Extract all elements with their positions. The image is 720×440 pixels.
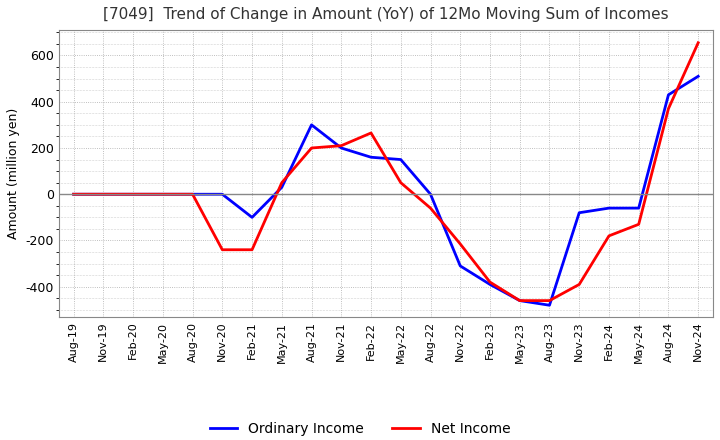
Ordinary Income	[605, 205, 613, 211]
Net Income	[277, 180, 286, 185]
Net Income	[337, 143, 346, 148]
Ordinary Income	[516, 298, 524, 303]
Net Income	[575, 282, 583, 287]
Net Income	[218, 247, 227, 253]
Ordinary Income	[664, 92, 672, 97]
Net Income	[307, 145, 316, 150]
Ordinary Income	[634, 205, 643, 211]
Y-axis label: Amount (million yen): Amount (million yen)	[7, 108, 20, 239]
Net Income	[366, 130, 375, 136]
Net Income	[694, 40, 703, 45]
Ordinary Income	[456, 263, 464, 268]
Ordinary Income	[248, 215, 256, 220]
Net Income	[188, 191, 197, 197]
Ordinary Income	[545, 303, 554, 308]
Net Income	[69, 191, 78, 197]
Title: [7049]  Trend of Change in Amount (YoY) of 12Mo Moving Sum of Incomes: [7049] Trend of Change in Amount (YoY) o…	[103, 7, 669, 22]
Net Income	[99, 191, 108, 197]
Line: Net Income: Net Income	[73, 43, 698, 301]
Net Income	[486, 279, 495, 285]
Net Income	[634, 222, 643, 227]
Legend: Ordinary Income, Net Income: Ordinary Income, Net Income	[204, 417, 516, 440]
Line: Ordinary Income: Ordinary Income	[73, 76, 698, 305]
Ordinary Income	[188, 191, 197, 197]
Ordinary Income	[307, 122, 316, 128]
Net Income	[129, 191, 138, 197]
Ordinary Income	[337, 145, 346, 150]
Ordinary Income	[486, 282, 495, 287]
Ordinary Income	[366, 154, 375, 160]
Ordinary Income	[69, 191, 78, 197]
Net Income	[456, 241, 464, 246]
Net Income	[158, 191, 167, 197]
Ordinary Income	[694, 73, 703, 79]
Net Income	[605, 233, 613, 238]
Net Income	[397, 180, 405, 185]
Net Income	[516, 298, 524, 303]
Ordinary Income	[158, 191, 167, 197]
Ordinary Income	[129, 191, 138, 197]
Ordinary Income	[99, 191, 108, 197]
Net Income	[426, 205, 435, 211]
Ordinary Income	[218, 191, 227, 197]
Net Income	[664, 106, 672, 111]
Ordinary Income	[397, 157, 405, 162]
Ordinary Income	[575, 210, 583, 215]
Net Income	[545, 298, 554, 303]
Ordinary Income	[426, 191, 435, 197]
Ordinary Income	[277, 185, 286, 190]
Net Income	[248, 247, 256, 253]
